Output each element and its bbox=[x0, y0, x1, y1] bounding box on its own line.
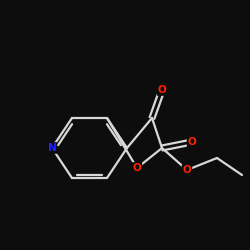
Text: O: O bbox=[132, 163, 141, 173]
Text: O: O bbox=[182, 165, 192, 175]
Text: O: O bbox=[188, 137, 196, 147]
Text: O: O bbox=[158, 85, 166, 95]
Text: N: N bbox=[48, 143, 56, 153]
